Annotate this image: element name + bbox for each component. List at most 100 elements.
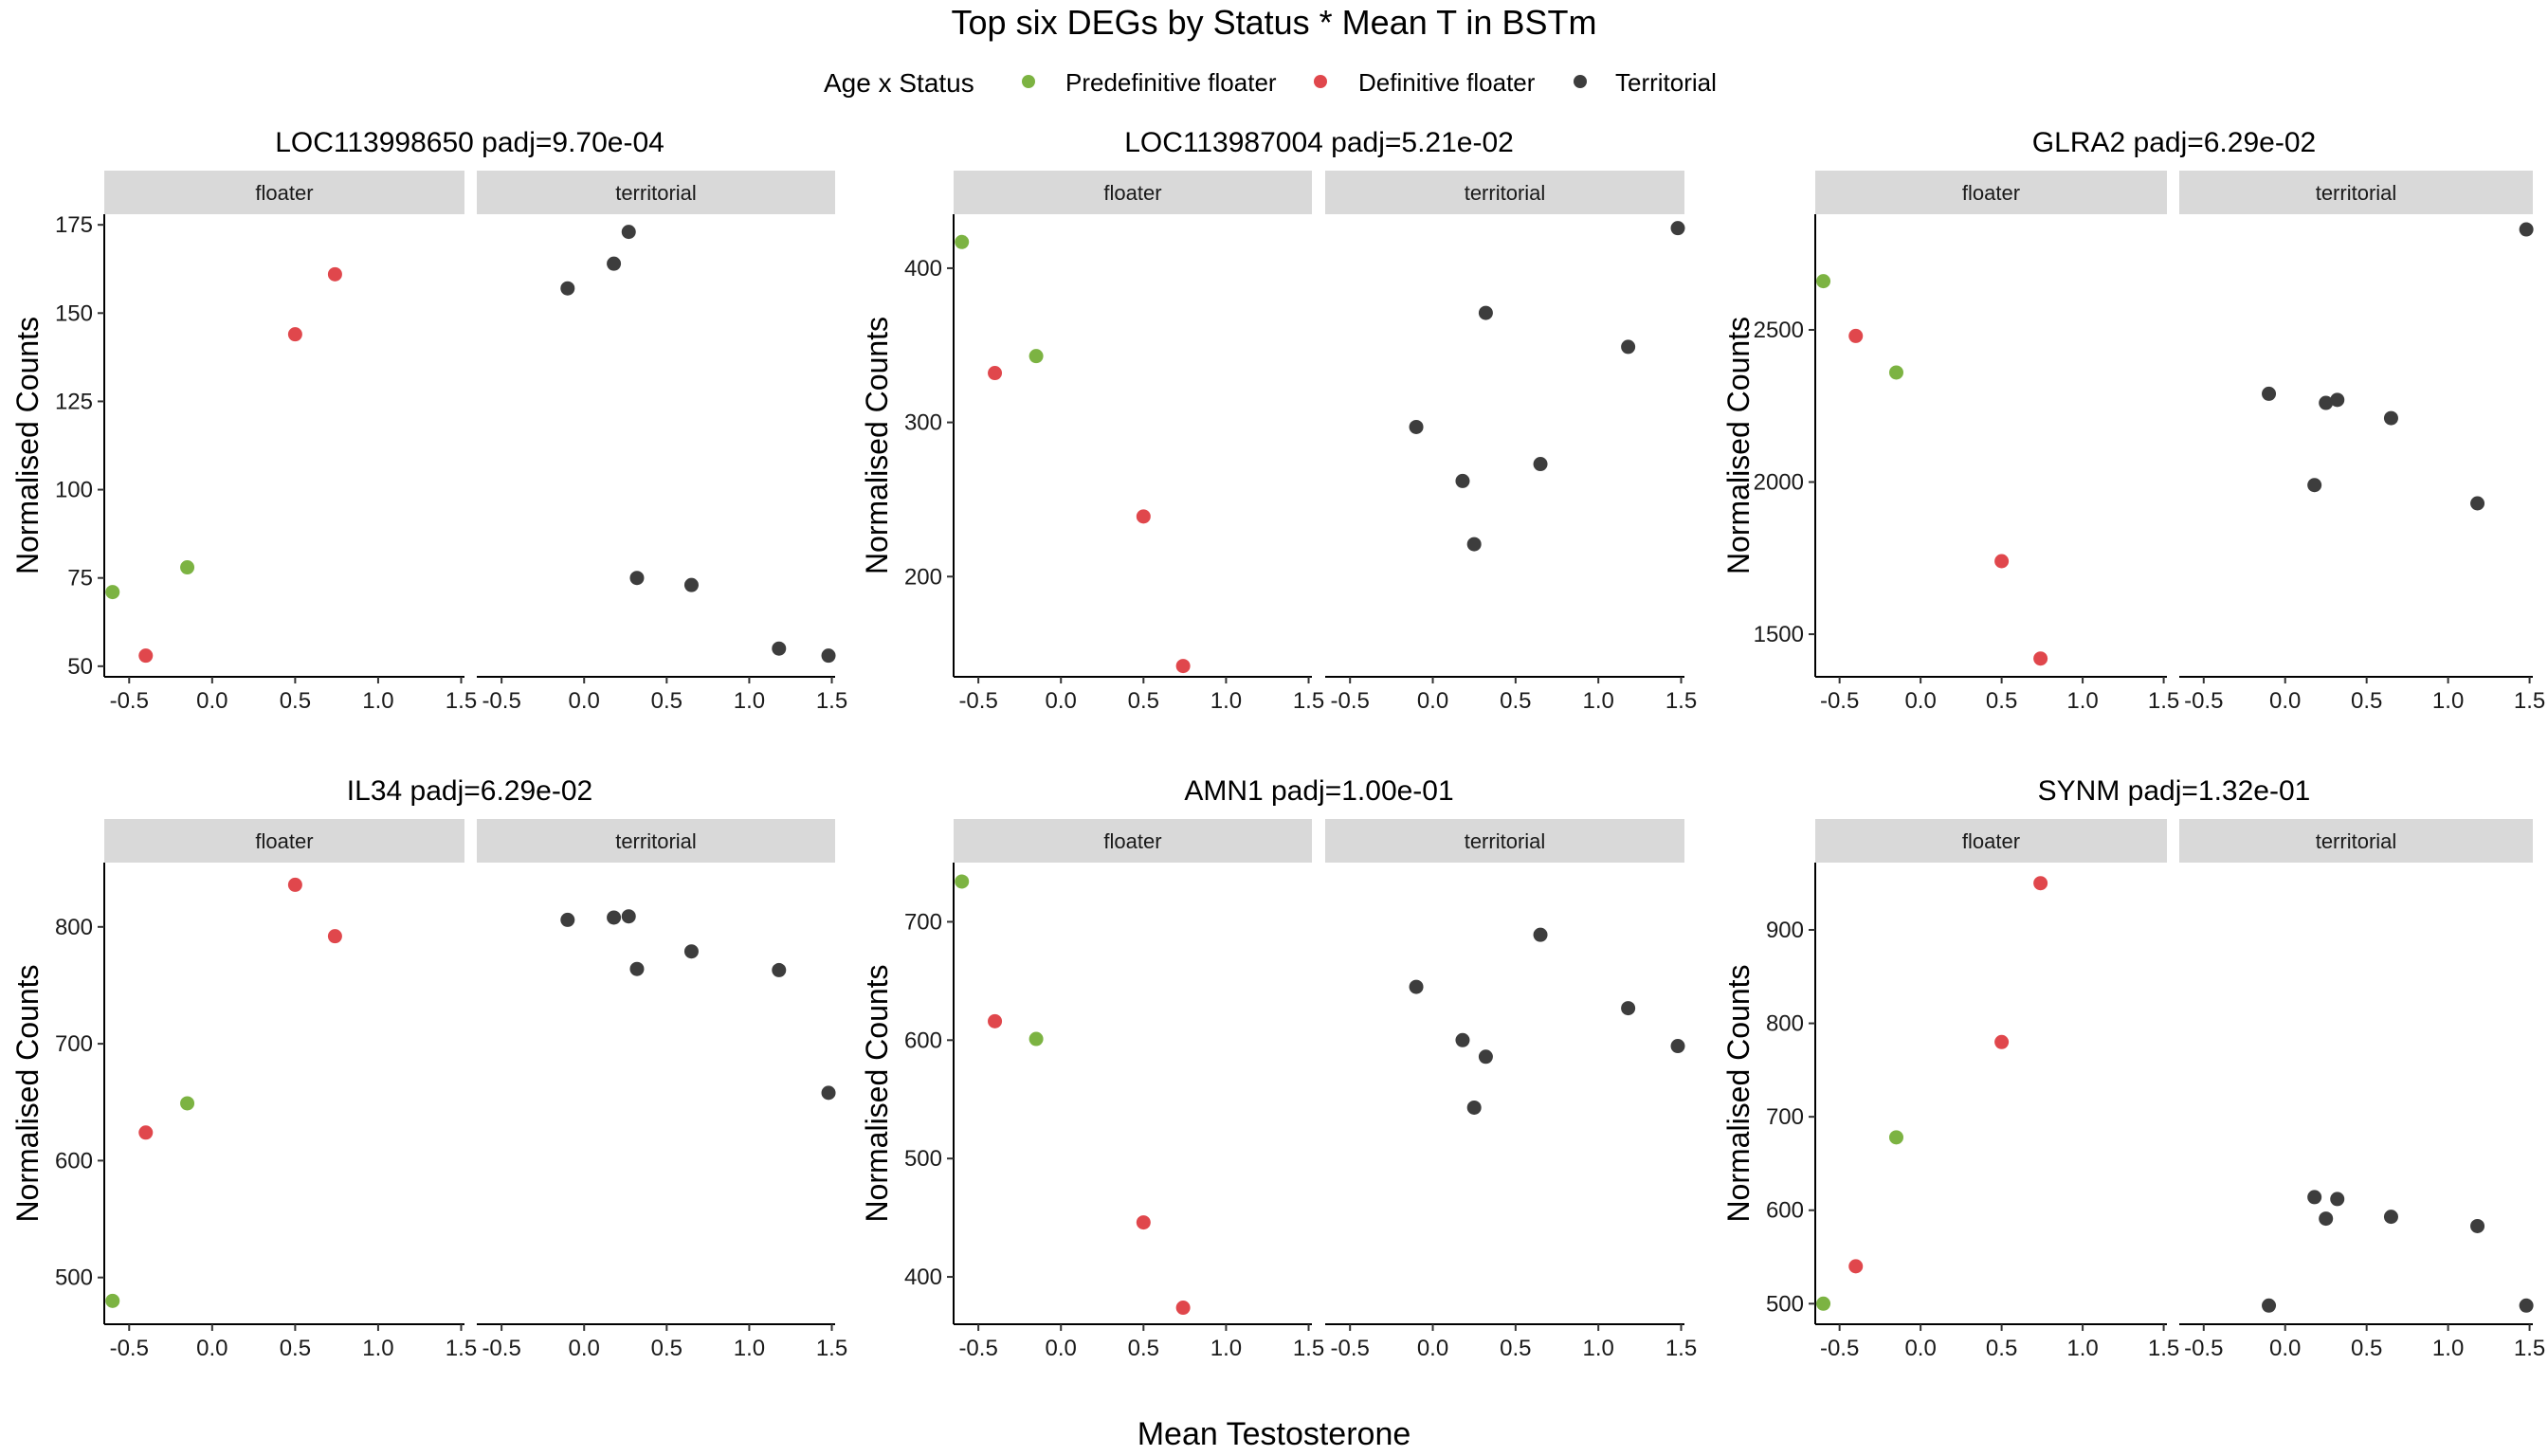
panel-title: IL34 padj=6.29e-02 bbox=[347, 775, 592, 807]
data-point bbox=[1670, 221, 1685, 236]
y-axis-label: Normalised Counts bbox=[860, 317, 894, 574]
data-point bbox=[1409, 979, 1424, 994]
legend-label-predefinitive-floater: Predefinitive floater bbox=[1065, 68, 1277, 97]
y-tick-label: 125 bbox=[55, 389, 93, 414]
legend-key-definitive-floater bbox=[1314, 75, 1327, 88]
x-tick-label: 0.0 bbox=[196, 688, 228, 714]
panel-synm: SYNM padj=1.32e-01 floater -0.5 0.0 0.5 1.0 1.… bbox=[1721, 775, 2545, 1361]
data-point bbox=[1466, 1100, 1482, 1115]
data-point bbox=[1533, 927, 1548, 942]
data-point bbox=[2519, 222, 2534, 237]
x-tick-label: 0.5 bbox=[1500, 688, 1531, 714]
data-point bbox=[2519, 1298, 2534, 1313]
facet-strip bbox=[104, 819, 464, 863]
data-point bbox=[138, 1125, 154, 1140]
x-tick-label: 0.5 bbox=[1500, 1336, 1531, 1361]
data-point bbox=[2470, 496, 2485, 511]
data-point bbox=[1848, 328, 1864, 343]
x-tick-label: 0.0 bbox=[2269, 688, 2301, 714]
x-tick-label: 0.0 bbox=[1417, 688, 1448, 714]
data-point bbox=[1621, 1001, 1636, 1016]
data-point bbox=[1888, 365, 1903, 380]
x-axis-label: Mean Testosterone bbox=[1138, 1416, 1411, 1452]
y-tick-label: 400 bbox=[904, 1265, 942, 1290]
data-point bbox=[105, 585, 120, 600]
x-tick-label: 0.5 bbox=[651, 1336, 682, 1361]
y-axis-label: Normalised Counts bbox=[10, 964, 45, 1222]
x-tick-label: 1.5 bbox=[446, 688, 477, 714]
data-point bbox=[2262, 1298, 2277, 1313]
y-tick-label: 200 bbox=[904, 564, 942, 590]
facet-strip-label: floater bbox=[1962, 829, 2020, 853]
x-tick-label: 1.0 bbox=[362, 688, 393, 714]
facet-floater: floater -0.5 0.0 0.5 1.0 1.5 500 600 700 800 Norma… bbox=[10, 819, 477, 1361]
x-tick-label: 0.5 bbox=[280, 688, 311, 714]
data-point bbox=[1028, 1031, 1044, 1046]
facet-strip-label: territorial bbox=[1465, 181, 1546, 205]
facet-strip-label: floater bbox=[255, 181, 313, 205]
x-tick-label: 1.0 bbox=[1582, 1336, 1613, 1361]
y-tick-label: 900 bbox=[1766, 918, 1804, 943]
x-tick-label: 1.5 bbox=[816, 688, 847, 714]
x-tick-label: 0.0 bbox=[196, 1336, 228, 1361]
data-point bbox=[1848, 1259, 1864, 1274]
data-point bbox=[1466, 537, 1482, 552]
facet-strip bbox=[954, 819, 1312, 863]
figure-title: Top six DEGs by Status * Mean T in BSTm bbox=[952, 3, 1597, 42]
x-tick-label: 0.0 bbox=[1417, 1336, 1448, 1361]
y-tick-label: 700 bbox=[55, 1031, 93, 1057]
x-tick-label: 0.0 bbox=[569, 1336, 600, 1361]
y-tick-label: 2500 bbox=[1754, 318, 1804, 343]
x-tick-label: 1.0 bbox=[734, 688, 765, 714]
data-point bbox=[2307, 478, 2322, 493]
x-tick-label: 0.0 bbox=[569, 688, 600, 714]
data-point bbox=[1175, 1301, 1191, 1316]
y-axis-label: Normalised Counts bbox=[860, 964, 894, 1222]
y-tick-label: 600 bbox=[904, 1028, 942, 1053]
data-point bbox=[683, 944, 699, 959]
panel-il34: IL34 padj=6.29e-02 floater -0.5 0.0 0.5 1.0 1.… bbox=[10, 775, 847, 1361]
facet-strip bbox=[1325, 171, 1684, 214]
y-tick-label: 1500 bbox=[1754, 622, 1804, 647]
data-point bbox=[988, 366, 1003, 381]
x-tick-label: 1.5 bbox=[446, 1336, 477, 1361]
facet-territorial: territorial -0.5 0.0 0.5 1.0 1.5 bbox=[1325, 171, 1697, 714]
x-tick-label: -0.5 bbox=[110, 1336, 149, 1361]
panel-loc113987004: LOC113987004 padj=5.21e-02 floater -0.5 0.0… bbox=[860, 127, 1697, 714]
x-tick-label: 0.0 bbox=[1904, 688, 1936, 714]
facet-territorial: territorial -0.5 0.0 0.5 1.0 1.5 bbox=[2179, 171, 2545, 714]
y-tick-label: 500 bbox=[904, 1146, 942, 1172]
data-point bbox=[2033, 876, 2048, 891]
y-tick-label: 150 bbox=[55, 300, 93, 326]
data-point bbox=[629, 961, 645, 976]
x-tick-label: -0.5 bbox=[958, 1336, 997, 1361]
facet-floater: floater -0.5 0.0 0.5 1.0 1.5 50 75 100 125 150 175 N… bbox=[10, 171, 477, 714]
x-tick-label: 1.0 bbox=[2432, 1336, 2464, 1361]
data-point bbox=[180, 560, 195, 575]
y-tick-label: 175 bbox=[55, 212, 93, 238]
data-point bbox=[1028, 349, 1044, 364]
panel-amn1: AMN1 padj=1.00e-01 floater -0.5 0.0 0.5 1.0 1.… bbox=[860, 775, 1697, 1361]
facet-strip bbox=[477, 171, 835, 214]
x-tick-label: 1.5 bbox=[1293, 688, 1324, 714]
panel-title: GLRA2 padj=6.29e-02 bbox=[2032, 127, 2316, 158]
x-tick-label: -0.5 bbox=[2184, 688, 2223, 714]
x-tick-label: 1.0 bbox=[2432, 688, 2464, 714]
y-axis-label: Normalised Counts bbox=[1721, 964, 1756, 1222]
facet-strip bbox=[104, 171, 464, 214]
x-tick-label: 1.5 bbox=[1293, 1336, 1324, 1361]
facet-territorial: territorial -0.5 0.0 0.5 1.0 1.5 bbox=[477, 819, 847, 1361]
facet-floater: floater -0.5 0.0 0.5 1.0 1.5 500 600 700 800 900 No… bbox=[1721, 819, 2179, 1361]
data-point bbox=[2307, 1190, 2322, 1205]
data-point bbox=[1136, 1215, 1151, 1230]
x-tick-label: -0.5 bbox=[1331, 1336, 1370, 1361]
x-tick-label: -0.5 bbox=[1820, 1336, 1859, 1361]
facet-strip-label: territorial bbox=[1465, 829, 1546, 853]
facet-strip bbox=[477, 819, 835, 863]
panel-title: SYNM padj=1.32e-01 bbox=[2038, 775, 2311, 807]
data-point bbox=[1175, 659, 1191, 674]
x-tick-label: 0.5 bbox=[2351, 688, 2382, 714]
panels-grid: LOC113998650 padj=9.70e-04 floater -0.5 0.0… bbox=[10, 127, 2545, 1361]
legend: Age x Status Predefinitive floater Defin… bbox=[824, 68, 1717, 98]
data-point bbox=[2033, 651, 2048, 666]
